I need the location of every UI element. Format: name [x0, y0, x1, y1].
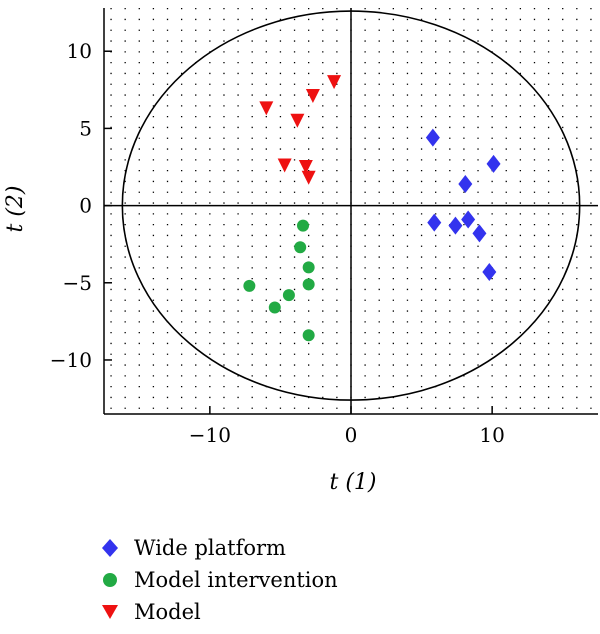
data-point-diamond: [461, 210, 476, 229]
triangle-down-icon: [102, 605, 118, 619]
tick-labels: −10 0 10 10 5 0 −5 −10: [50, 39, 505, 447]
legend-item-model: Model: [100, 596, 338, 628]
data-point-diamond: [482, 262, 497, 281]
data-point-diamond: [425, 128, 440, 147]
data-point-diamond: [458, 174, 473, 193]
legend: Wide platform Model intervention Model: [100, 532, 338, 628]
legend-label: Model: [134, 600, 201, 624]
data-point-circle: [294, 241, 307, 254]
data-point-diamond: [472, 224, 487, 243]
data-point-circle: [302, 329, 315, 342]
diamond-icon: [102, 539, 118, 557]
data-point-circle: [282, 289, 295, 302]
data-point-diamond: [448, 216, 463, 235]
axes: [103, 8, 598, 415]
y-tick-label: −5: [63, 271, 92, 295]
y-tick-label: 0: [79, 194, 92, 218]
data-point-triangle: [290, 113, 305, 128]
x-tick-label: −10: [189, 423, 231, 447]
y-tick-label: −10: [50, 348, 92, 372]
data-point-circle: [297, 219, 310, 232]
y-axis-title: t (2): [3, 186, 28, 233]
legend-label: Wide platform: [134, 536, 286, 560]
data-point-triangle: [301, 170, 316, 185]
y-tick-label: 10: [67, 39, 92, 63]
data-point-triangle: [305, 88, 320, 103]
data-point-circle: [302, 261, 315, 274]
legend-label: Model intervention: [134, 568, 338, 592]
x-tick-label: 0: [345, 423, 358, 447]
x-axis-title: t (1): [330, 470, 377, 495]
data-point-triangle: [298, 160, 313, 175]
circle-icon: [103, 573, 117, 587]
data-point-circle: [268, 301, 281, 314]
data-point-diamond: [427, 213, 442, 232]
data-points: [243, 75, 501, 342]
data-point-triangle: [277, 158, 292, 173]
data-point-circle: [243, 279, 256, 292]
legend-item-model-intervention: Model intervention: [100, 564, 338, 596]
legend-item-wide-platform: Wide platform: [100, 532, 338, 564]
y-tick-label: 5: [79, 116, 92, 140]
data-point-triangle: [259, 101, 274, 116]
data-point-circle: [302, 278, 315, 291]
data-point-triangle: [327, 75, 342, 90]
x-tick-label: 10: [479, 423, 504, 447]
data-point-diamond: [486, 154, 501, 173]
